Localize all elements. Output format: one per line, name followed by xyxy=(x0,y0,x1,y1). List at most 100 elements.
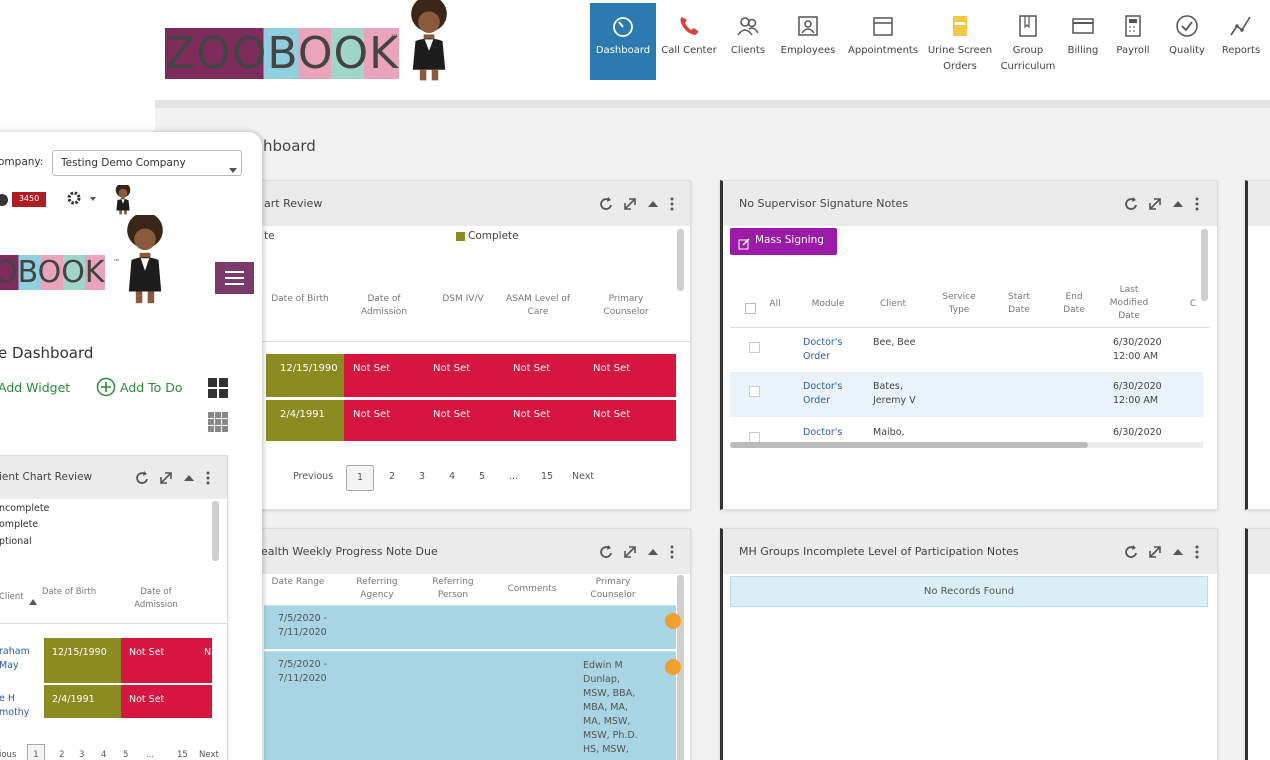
nav-icon[interactable] xyxy=(1175,14,1199,38)
pagination-item[interactable]: Previous xyxy=(293,471,334,482)
pagination-item[interactable]: Next xyxy=(572,471,595,482)
add-widget[interactable]: Add Widget xyxy=(0,380,71,395)
widget-header xyxy=(1248,181,1270,226)
checkbox[interactable] xyxy=(749,382,760,397)
pagination-item[interactable]: 4 xyxy=(101,750,107,760)
pagination-item[interactable]: 2 xyxy=(389,471,396,482)
nav-icon[interactable] xyxy=(1016,14,1040,38)
widget-controls[interactable] xyxy=(134,470,214,486)
select-caret[interactable] xyxy=(229,159,237,173)
scrollbar xyxy=(1201,229,1208,301)
widget-title: ealth Weekly Progress Note Due xyxy=(261,545,438,558)
column-header: Date of Admission xyxy=(360,294,408,317)
company-select[interactable]: Testing Demo Company xyxy=(52,150,242,176)
nav-icon[interactable] xyxy=(1229,14,1253,38)
last-modified: 6/30/2020 12:00 AM xyxy=(1113,381,1162,406)
checkbox[interactable] xyxy=(749,428,760,443)
nav-item[interactable]: Clients xyxy=(730,45,766,56)
column-header: ASAM Level of Care xyxy=(505,294,571,317)
add-todo[interactable]: Add To Do xyxy=(120,380,183,395)
status-icon[interactable] xyxy=(0,192,8,206)
nav-icon[interactable] xyxy=(796,14,820,38)
nav-icon[interactable] xyxy=(871,14,895,38)
nav-icon[interactable] xyxy=(611,14,635,38)
grid-small-icon[interactable] xyxy=(208,412,228,432)
nav-item[interactable]: Urine Screen Orders xyxy=(927,45,993,72)
nav-icon[interactable] xyxy=(948,14,972,38)
nav-item[interactable]: Payroll xyxy=(1116,45,1150,56)
client-name: Maibo, xyxy=(873,427,905,438)
grid-large-icon[interactable] xyxy=(208,378,228,398)
widget-controls[interactable] xyxy=(1123,196,1203,212)
pagination-item[interactable]: 2 xyxy=(59,750,65,760)
module-link[interactable]: Doctor's Order xyxy=(803,337,843,362)
nav-item[interactable]: Billing xyxy=(1067,45,1099,56)
table-cell: 2/4/1991 xyxy=(44,685,121,718)
date-range: 7/5/2020 - 7/11/2020 xyxy=(278,613,328,638)
table-row xyxy=(730,329,1203,373)
column-header: Referring Agency xyxy=(356,577,398,600)
nav-active-bg xyxy=(590,3,656,80)
widget-controls[interactable] xyxy=(598,196,678,212)
pagination-item[interactable]: 15 xyxy=(177,750,188,760)
row-action[interactable] xyxy=(665,613,681,629)
nav-icon[interactable] xyxy=(1071,14,1095,38)
widget: No Supervisor Signature Notes Mass Signi… xyxy=(720,180,1218,510)
h-scroll-thumb xyxy=(730,442,1088,448)
top-bar-divider xyxy=(155,100,1270,108)
settings-icon[interactable] xyxy=(66,190,96,206)
nav-item[interactable]: Appointments xyxy=(848,45,919,56)
alert-badge[interactable]: 3450 xyxy=(12,192,46,207)
module-link[interactable]: Doctor's xyxy=(803,427,843,438)
pagination-item[interactable]: 3 xyxy=(419,471,426,482)
checkbox[interactable] xyxy=(749,338,760,353)
pagination-item[interactable]: 3 xyxy=(79,750,85,760)
sort-icon[interactable] xyxy=(29,591,37,605)
add-icon[interactable] xyxy=(96,377,116,397)
date-range: 7/5/2020 - 7/11/2020 xyxy=(278,659,328,684)
legend-label: ncomplete xyxy=(0,503,50,514)
nav-item[interactable]: Reports xyxy=(1221,45,1261,56)
pagination-item[interactable]: 15 xyxy=(541,471,554,482)
pagination-item[interactable]: 5 xyxy=(123,750,129,760)
client-link[interactable]: raham May xyxy=(0,646,30,671)
widget-controls[interactable] xyxy=(1123,544,1203,560)
nav-item[interactable]: Dashboard xyxy=(595,45,651,56)
client-name: Bates, Jeremy V xyxy=(873,381,916,406)
pagination-item[interactable]: 4 xyxy=(449,471,456,482)
menu-button[interactable] xyxy=(215,262,254,294)
column-header: Client xyxy=(0,592,24,602)
widget xyxy=(1245,180,1270,510)
pagination-item[interactable]: ... xyxy=(509,471,519,482)
widget-controls[interactable] xyxy=(598,544,678,560)
pagination-item[interactable]: ... xyxy=(146,750,155,760)
pagination-item[interactable]: ious xyxy=(0,750,17,760)
row-action[interactable] xyxy=(665,659,681,675)
pagination-item[interactable]: 5 xyxy=(479,471,486,482)
nav-item[interactable]: Employees xyxy=(780,45,836,56)
column-header: Referring Person xyxy=(432,577,474,600)
checkbox[interactable] xyxy=(745,299,756,314)
table-row xyxy=(730,373,1203,417)
nav-item[interactable]: Call Center xyxy=(661,45,717,56)
nav-item[interactable]: Group Curriculum xyxy=(1000,45,1056,72)
logo-trademark: ™ xyxy=(113,258,120,266)
widget: ealth Weekly Progress Note Due Date Rang… xyxy=(230,528,691,760)
avatar-character xyxy=(118,212,172,305)
nav-icon[interactable] xyxy=(677,14,701,38)
edit-icon[interactable] xyxy=(738,235,750,250)
table-cell: Not Set xyxy=(344,353,424,397)
column-header: Module xyxy=(811,299,845,309)
column-header: Date Range xyxy=(271,577,325,587)
avatar-character xyxy=(402,0,456,82)
pagination-item[interactable]: 1 xyxy=(27,744,45,760)
top-left-blank xyxy=(0,0,155,140)
nav-item[interactable]: Quality xyxy=(1169,45,1205,56)
pagination-item[interactable]: 1 xyxy=(346,465,374,491)
pagination-item[interactable]: Next xyxy=(199,750,219,760)
nav-icon[interactable] xyxy=(1121,14,1145,38)
nav-icon[interactable] xyxy=(736,14,760,38)
client-link[interactable]: e H mothy xyxy=(0,693,30,718)
module-link[interactable]: Doctor's Order xyxy=(803,381,843,406)
column-header: End Date xyxy=(1063,292,1085,315)
